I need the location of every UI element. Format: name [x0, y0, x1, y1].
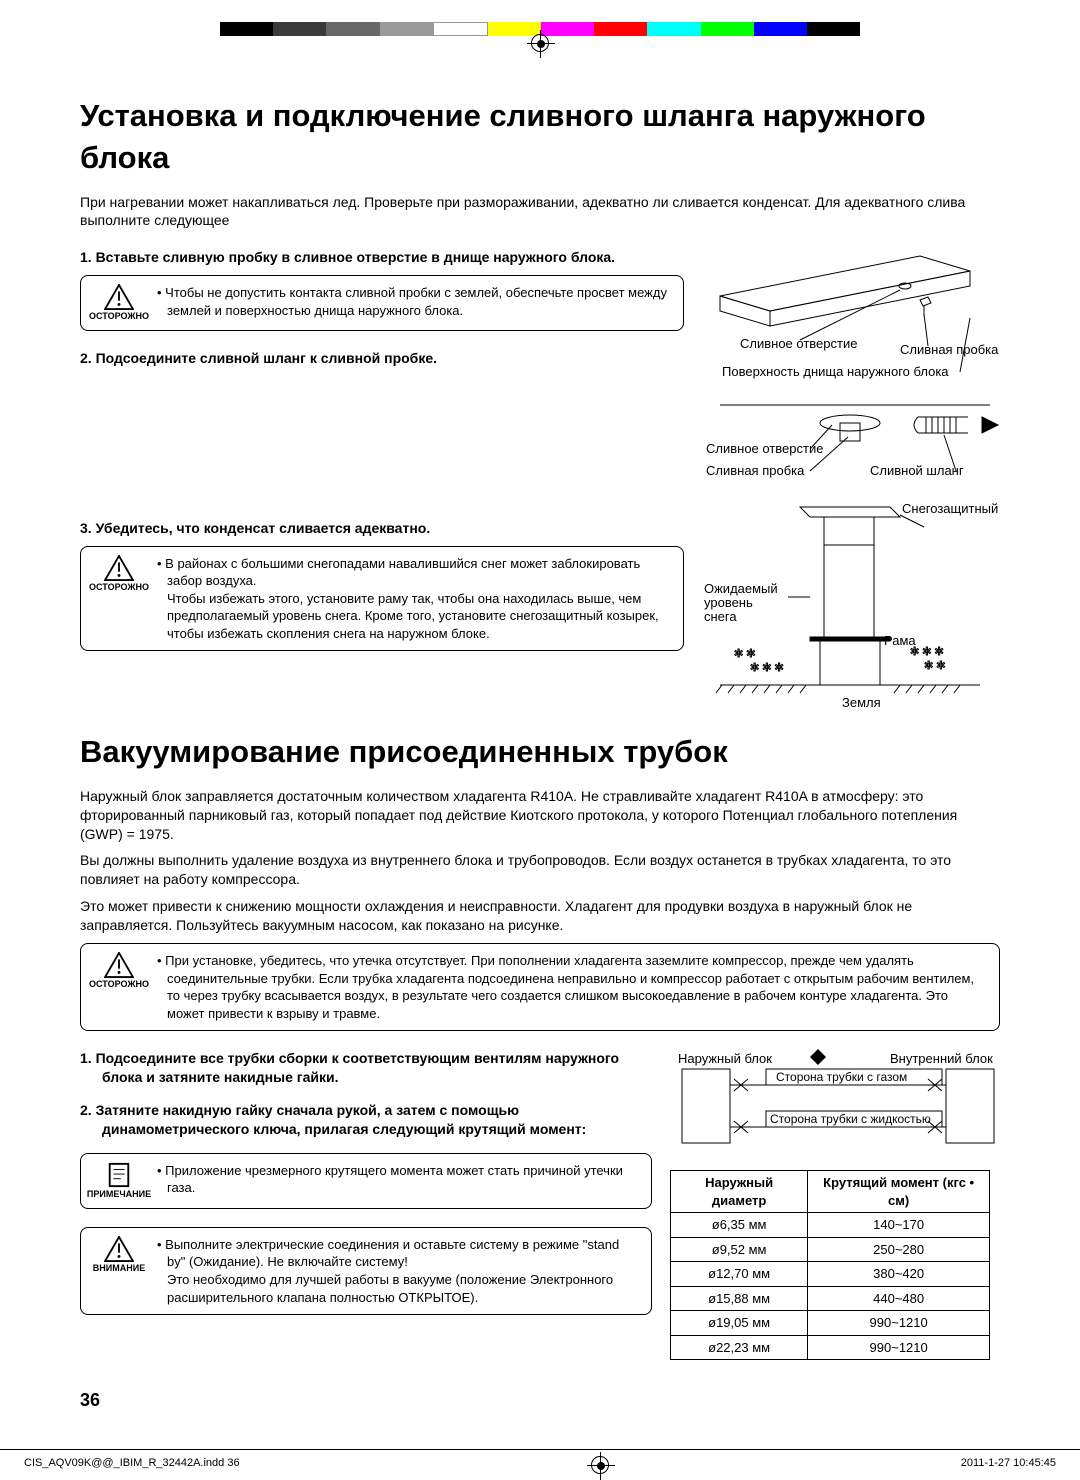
table-header-diameter: Наружный диаметр — [671, 1171, 808, 1213]
section2-step2: 2. Затяните накидную гайку сначала рукой… — [80, 1101, 652, 1139]
table-row: ø19,05 мм990~1210 — [671, 1311, 990, 1336]
svg-text:Внутренний блок: Внутренний блок — [890, 1051, 993, 1066]
note-text: Приложение чрезмерного крутящего момента… — [157, 1162, 639, 1197]
table-row: ø12,70 мм380~420 — [671, 1262, 990, 1287]
svg-text:Сторона трубки с газом: Сторона трубки с газом — [776, 1070, 907, 1084]
figure-snow-frame: ✲ ✲ ✲ ✲ ✲ ✲ ✲ ✲ ✲ ✲ Сне — [700, 497, 1000, 721]
section2-p3: Это может привести к снижению мощности о… — [80, 897, 1000, 935]
caution-1-text: Чтобы не допустить контакта сливной проб… — [157, 284, 671, 319]
fig3-frame: Рама — [884, 633, 916, 648]
registration-mark-top — [0, 34, 1080, 57]
fig3-snowcap: Снегозащитный колпак — [902, 501, 1000, 516]
print-footer: CIS_AQV09K@@_IBIM_R_32442A.indd 36 2011-… — [0, 1449, 1080, 1480]
section2-step1: 1. Подсоедините все трубки сборки к соот… — [80, 1049, 652, 1087]
fig1-bottom: Поверхность днища наружного блока — [722, 364, 949, 379]
table-row: ø9,52 мм250~280 — [671, 1237, 990, 1262]
section1-title: Установка и подключение сливного шланга … — [80, 95, 1000, 179]
caution-label: ОСТОРОЖНО — [89, 978, 149, 990]
svg-text:✲ ✲ ✲: ✲ ✲ ✲ — [750, 662, 784, 674]
page-content: Установка и подключение сливного шланга … — [0, 57, 1080, 1431]
caution-callout-3: ОСТОРОЖНО При установке, убедитесь, что … — [80, 943, 1000, 1031]
section2-title: Вакуумирование присоединенных трубок — [80, 731, 1000, 773]
warning-label: ВНИМАНИЕ — [93, 1262, 145, 1274]
section1-step2: 2. Подсоедините сливной шланг к сливной … — [80, 350, 437, 366]
caution-callout-2: ОСТОРОЖНО В районах с большими снегопада… — [80, 546, 684, 652]
fig3-ground: Земля — [842, 695, 881, 710]
caution-label: ОСТОРОЖНО — [89, 310, 149, 322]
footer-left: CIS_AQV09K@@_IBIM_R_32442A.indd 36 — [24, 1456, 240, 1474]
caution-icon: ОСТОРОЖНО — [93, 284, 145, 322]
fig3-snowlevel: Ожидаемыйуровеньснега — [704, 581, 778, 624]
fig2-drain-plug: Сливная пробка — [706, 463, 805, 478]
section1-step3: 3. Убедитесь, что конденсат сливается ад… — [80, 520, 430, 536]
note-label: ПРИМЕЧАНИЕ — [87, 1188, 151, 1200]
torque-table: Наружный диаметр Крутящий момент (кгс • … — [670, 1170, 990, 1360]
warning-icon: ВНИМАНИЕ — [93, 1236, 145, 1306]
caution-callout-1: ОСТОРОЖНО Чтобы не допустить контакта сл… — [80, 275, 684, 331]
section2-p2: Вы должны выполнить удаление воздуха из … — [80, 851, 1000, 889]
table-header-torque: Крутящий момент (кгс • см) — [808, 1171, 990, 1213]
table-row: ø6,35 мм140~170 — [671, 1213, 990, 1238]
caution-3-text: При установке, убедитесь, что утечка отс… — [157, 952, 987, 1022]
svg-text:✲ ✲: ✲ ✲ — [924, 660, 946, 672]
caution-2-text: В районах с большими снегопадами навалив… — [157, 555, 671, 643]
figure-drain-plug: Сливное отверстие Сливная пробка Поверхн… — [700, 248, 1000, 486]
svg-text:Сторона трубки с жидкостью: Сторона трубки с жидкостью — [770, 1112, 931, 1126]
fig2-drain-hole: Сливное отверстие — [706, 441, 823, 456]
section2-p1: Наружный блок заправляется достаточным к… — [80, 787, 1000, 844]
svg-text:Наружный блок: Наружный блок — [678, 1051, 772, 1066]
footer-right: 2011-1-27 10:45:45 — [961, 1456, 1056, 1474]
section1-step1: 1. Вставьте сливную пробку в сливное отв… — [80, 249, 615, 265]
section1-intro: При нагревании может накапливаться лед. … — [80, 193, 1000, 231]
page-number: 36 — [80, 1388, 1000, 1412]
caution-label: ОСТОРОЖНО — [89, 581, 149, 593]
note-icon: ПРИМЕЧАНИЕ — [93, 1162, 145, 1200]
fig2-drain-hose: Сливной шланг — [870, 463, 964, 478]
caution-icon: ОСТОРОЖНО — [93, 952, 145, 1022]
registration-mark-bottom — [591, 1456, 609, 1474]
svg-text:✲ ✲: ✲ ✲ — [734, 648, 756, 660]
warning-callout: ВНИМАНИЕ Выполните электрические соедине… — [80, 1227, 652, 1315]
fig1-drain-plug: Сливная пробка — [900, 342, 999, 357]
figure-piping-diagram: Наружный блок Внутренний блок Сторон — [670, 1049, 1000, 1159]
note-callout: ПРИМЕЧАНИЕ Приложение чрезмерного крутящ… — [80, 1153, 652, 1209]
table-row: ø15,88 мм440~480 — [671, 1286, 990, 1311]
warning-text: Выполните электрические соединения и ост… — [157, 1236, 639, 1306]
caution-icon: ОСТОРОЖНО — [93, 555, 145, 643]
table-row: ø22,23 мм990~1210 — [671, 1335, 990, 1360]
fig1-drain-hole: Сливное отверстие — [740, 336, 857, 351]
